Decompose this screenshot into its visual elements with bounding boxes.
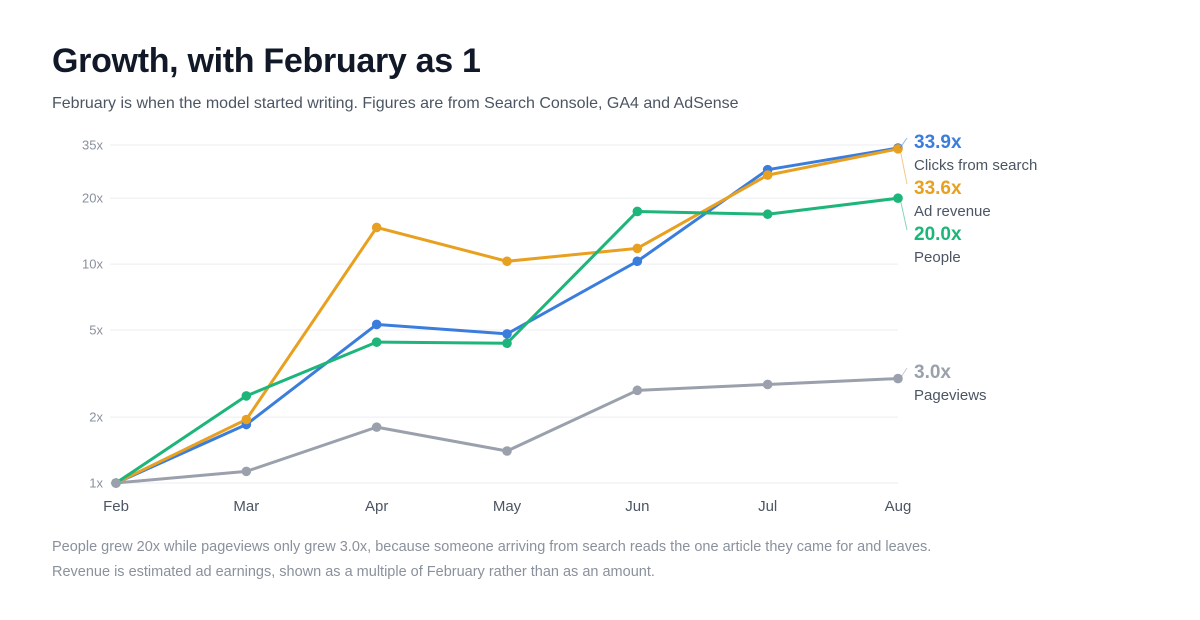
y-axis: 1x 2x 5x 10x 20x 35x xyxy=(82,138,103,491)
data-point xyxy=(893,193,903,204)
y-tick-label: 20x xyxy=(82,191,103,206)
footnotes: People grew 20x while pageviews only gre… xyxy=(52,539,931,589)
series-name-label: People xyxy=(914,249,961,266)
data-point xyxy=(502,446,512,456)
data-point xyxy=(371,337,382,347)
data-point xyxy=(762,170,773,180)
data-point xyxy=(632,206,643,217)
x-tick-label: Feb xyxy=(103,498,129,515)
chart-subtitle: February is when the model started writi… xyxy=(52,95,739,112)
data-point xyxy=(241,391,252,401)
x-tick-label: Mar xyxy=(233,498,259,515)
x-tick-label: Apr xyxy=(365,498,388,515)
y-tick-label: 2x xyxy=(89,410,103,425)
data-point xyxy=(371,319,382,330)
data-point xyxy=(502,338,512,349)
data-point xyxy=(241,414,252,425)
data-point xyxy=(632,243,643,254)
line-chart: 1x 2x 5x 10x 20x 35x Feb Mar Apr May Jun Jul Aug 33… xyxy=(82,132,1037,515)
data-point xyxy=(762,209,773,220)
data-point xyxy=(241,466,252,477)
end-label-connector xyxy=(899,137,908,149)
y-tick-label: 10x xyxy=(82,257,103,272)
series-line-ad-revenue xyxy=(114,147,900,485)
y-tick-label: 5x xyxy=(89,322,103,337)
footnote-2: Revenue is estimated ad earnings, shown … xyxy=(52,564,655,580)
series-points xyxy=(111,143,903,488)
data-point xyxy=(632,385,643,396)
x-tick-label: Jun xyxy=(625,498,649,515)
end-value-label: 3.0x xyxy=(914,362,951,383)
end-label-connector xyxy=(899,198,908,231)
series-name-label: Ad revenue xyxy=(914,203,991,220)
data-point xyxy=(632,256,643,267)
y-tick-label: 1x xyxy=(89,476,103,491)
end-labels: 33.9x Clicks from search 33.6x Ad revenue 20… xyxy=(899,132,1037,404)
data-point xyxy=(762,379,773,390)
end-value-label: 33.9x xyxy=(914,132,962,153)
x-axis: Feb Mar Apr May Jun Jul Aug xyxy=(103,498,911,515)
x-tick-label: Jul xyxy=(758,498,777,515)
end-label-connector xyxy=(899,367,908,379)
footnote-1: People grew 20x while pageviews only gre… xyxy=(52,539,932,555)
series-name-label: Pageviews xyxy=(914,387,987,404)
end-label-connector xyxy=(899,148,908,185)
data-point xyxy=(893,373,903,384)
x-tick-label: Aug xyxy=(885,498,912,515)
series-name-label: Clicks from search xyxy=(914,157,1037,174)
data-point xyxy=(371,222,382,233)
chart-title: Growth, with February as 1 xyxy=(52,42,481,80)
data-point xyxy=(111,478,121,488)
gridlines xyxy=(110,144,898,484)
end-value-label: 33.6x xyxy=(914,178,962,199)
x-tick-label: May xyxy=(493,498,522,515)
end-value-label: 20.0x xyxy=(914,224,962,245)
data-point xyxy=(502,256,512,267)
y-tick-label: 35x xyxy=(82,138,103,153)
data-point xyxy=(502,329,512,339)
data-point xyxy=(371,422,382,432)
